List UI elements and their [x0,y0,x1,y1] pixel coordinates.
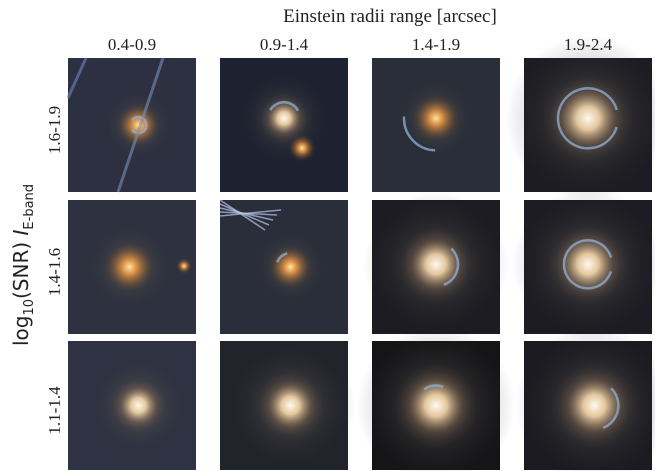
galaxy [546,222,630,306]
figure-title: Einstein radii range [arcsec] [283,6,497,27]
column-label: 1.4-1.9 [412,35,460,54]
page: Einstein radii range [arcsec] log10(SNR)… [0,0,655,471]
image-panel [515,326,655,471]
galaxy [254,370,326,442]
galaxy [392,362,480,450]
y-label-log: log [9,316,33,347]
image-panel [357,326,515,471]
image-panel [220,58,348,192]
y-axis-label: log10(SNR) IE-band [9,184,37,346]
galaxy [268,245,312,289]
image-panel [512,189,655,340]
row-label: 1.6-1.9 [45,106,64,154]
column-label: 0.9-1.4 [260,35,309,54]
image-panel [220,341,355,471]
image-panel [68,200,196,334]
row-label: 1.4-1.6 [45,248,64,296]
galaxy [550,362,638,450]
row-label: 1.1-1.4 [45,386,64,435]
column-label: 0.4-0.9 [108,35,156,54]
image-panel [505,36,655,202]
companion [288,134,316,162]
galaxy [412,94,460,142]
image-panel [68,58,196,192]
galaxy [542,72,634,164]
y-label-var-sub: E-band [22,184,37,230]
galaxy [108,376,168,436]
image-panel [68,341,196,470]
companion [176,258,192,274]
image-panel [364,192,508,336]
image-panel [220,200,348,334]
galaxy [103,241,155,293]
galaxy [116,103,160,147]
figure: Einstein radii range [arcsec] log10(SNR)… [0,0,655,471]
galaxy [396,224,476,304]
image-panel [372,58,500,192]
y-label-log-sub: 10 [22,299,37,316]
y-label-main: (SNR) [9,242,33,299]
